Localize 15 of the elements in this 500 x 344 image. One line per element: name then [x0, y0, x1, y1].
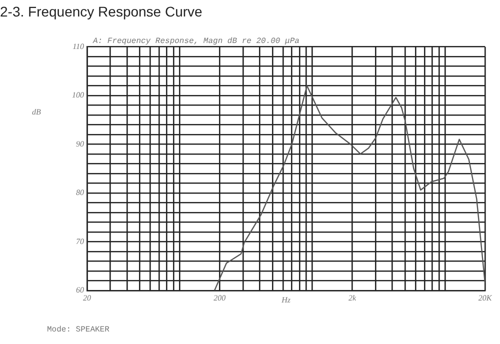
y-axis-title: dB: [32, 108, 41, 117]
y-tick-label: 110: [72, 42, 84, 51]
y-tick-label: 100: [72, 90, 84, 100]
x-tick-label: 200: [214, 293, 226, 302]
chart-subtitle: A: Frequency Response, Magn dB re 20.00 μPa: [92, 36, 300, 46]
x-tick-label: 20K: [478, 293, 492, 302]
y-tick-label: 70: [76, 236, 84, 246]
y-tick-label: 90: [76, 139, 84, 148]
text: Mode: SPEAKER: [47, 326, 110, 335]
x-tick-label: 20: [83, 293, 91, 302]
y-tick-label: 80: [76, 188, 84, 198]
chart-title: 2-3. Frequency Response Curve: [0, 3, 203, 20]
x-tick-label: 2k: [348, 293, 357, 302]
y-tick-label: 60: [76, 286, 84, 295]
x-axis-title: Hz: [280, 296, 292, 305]
